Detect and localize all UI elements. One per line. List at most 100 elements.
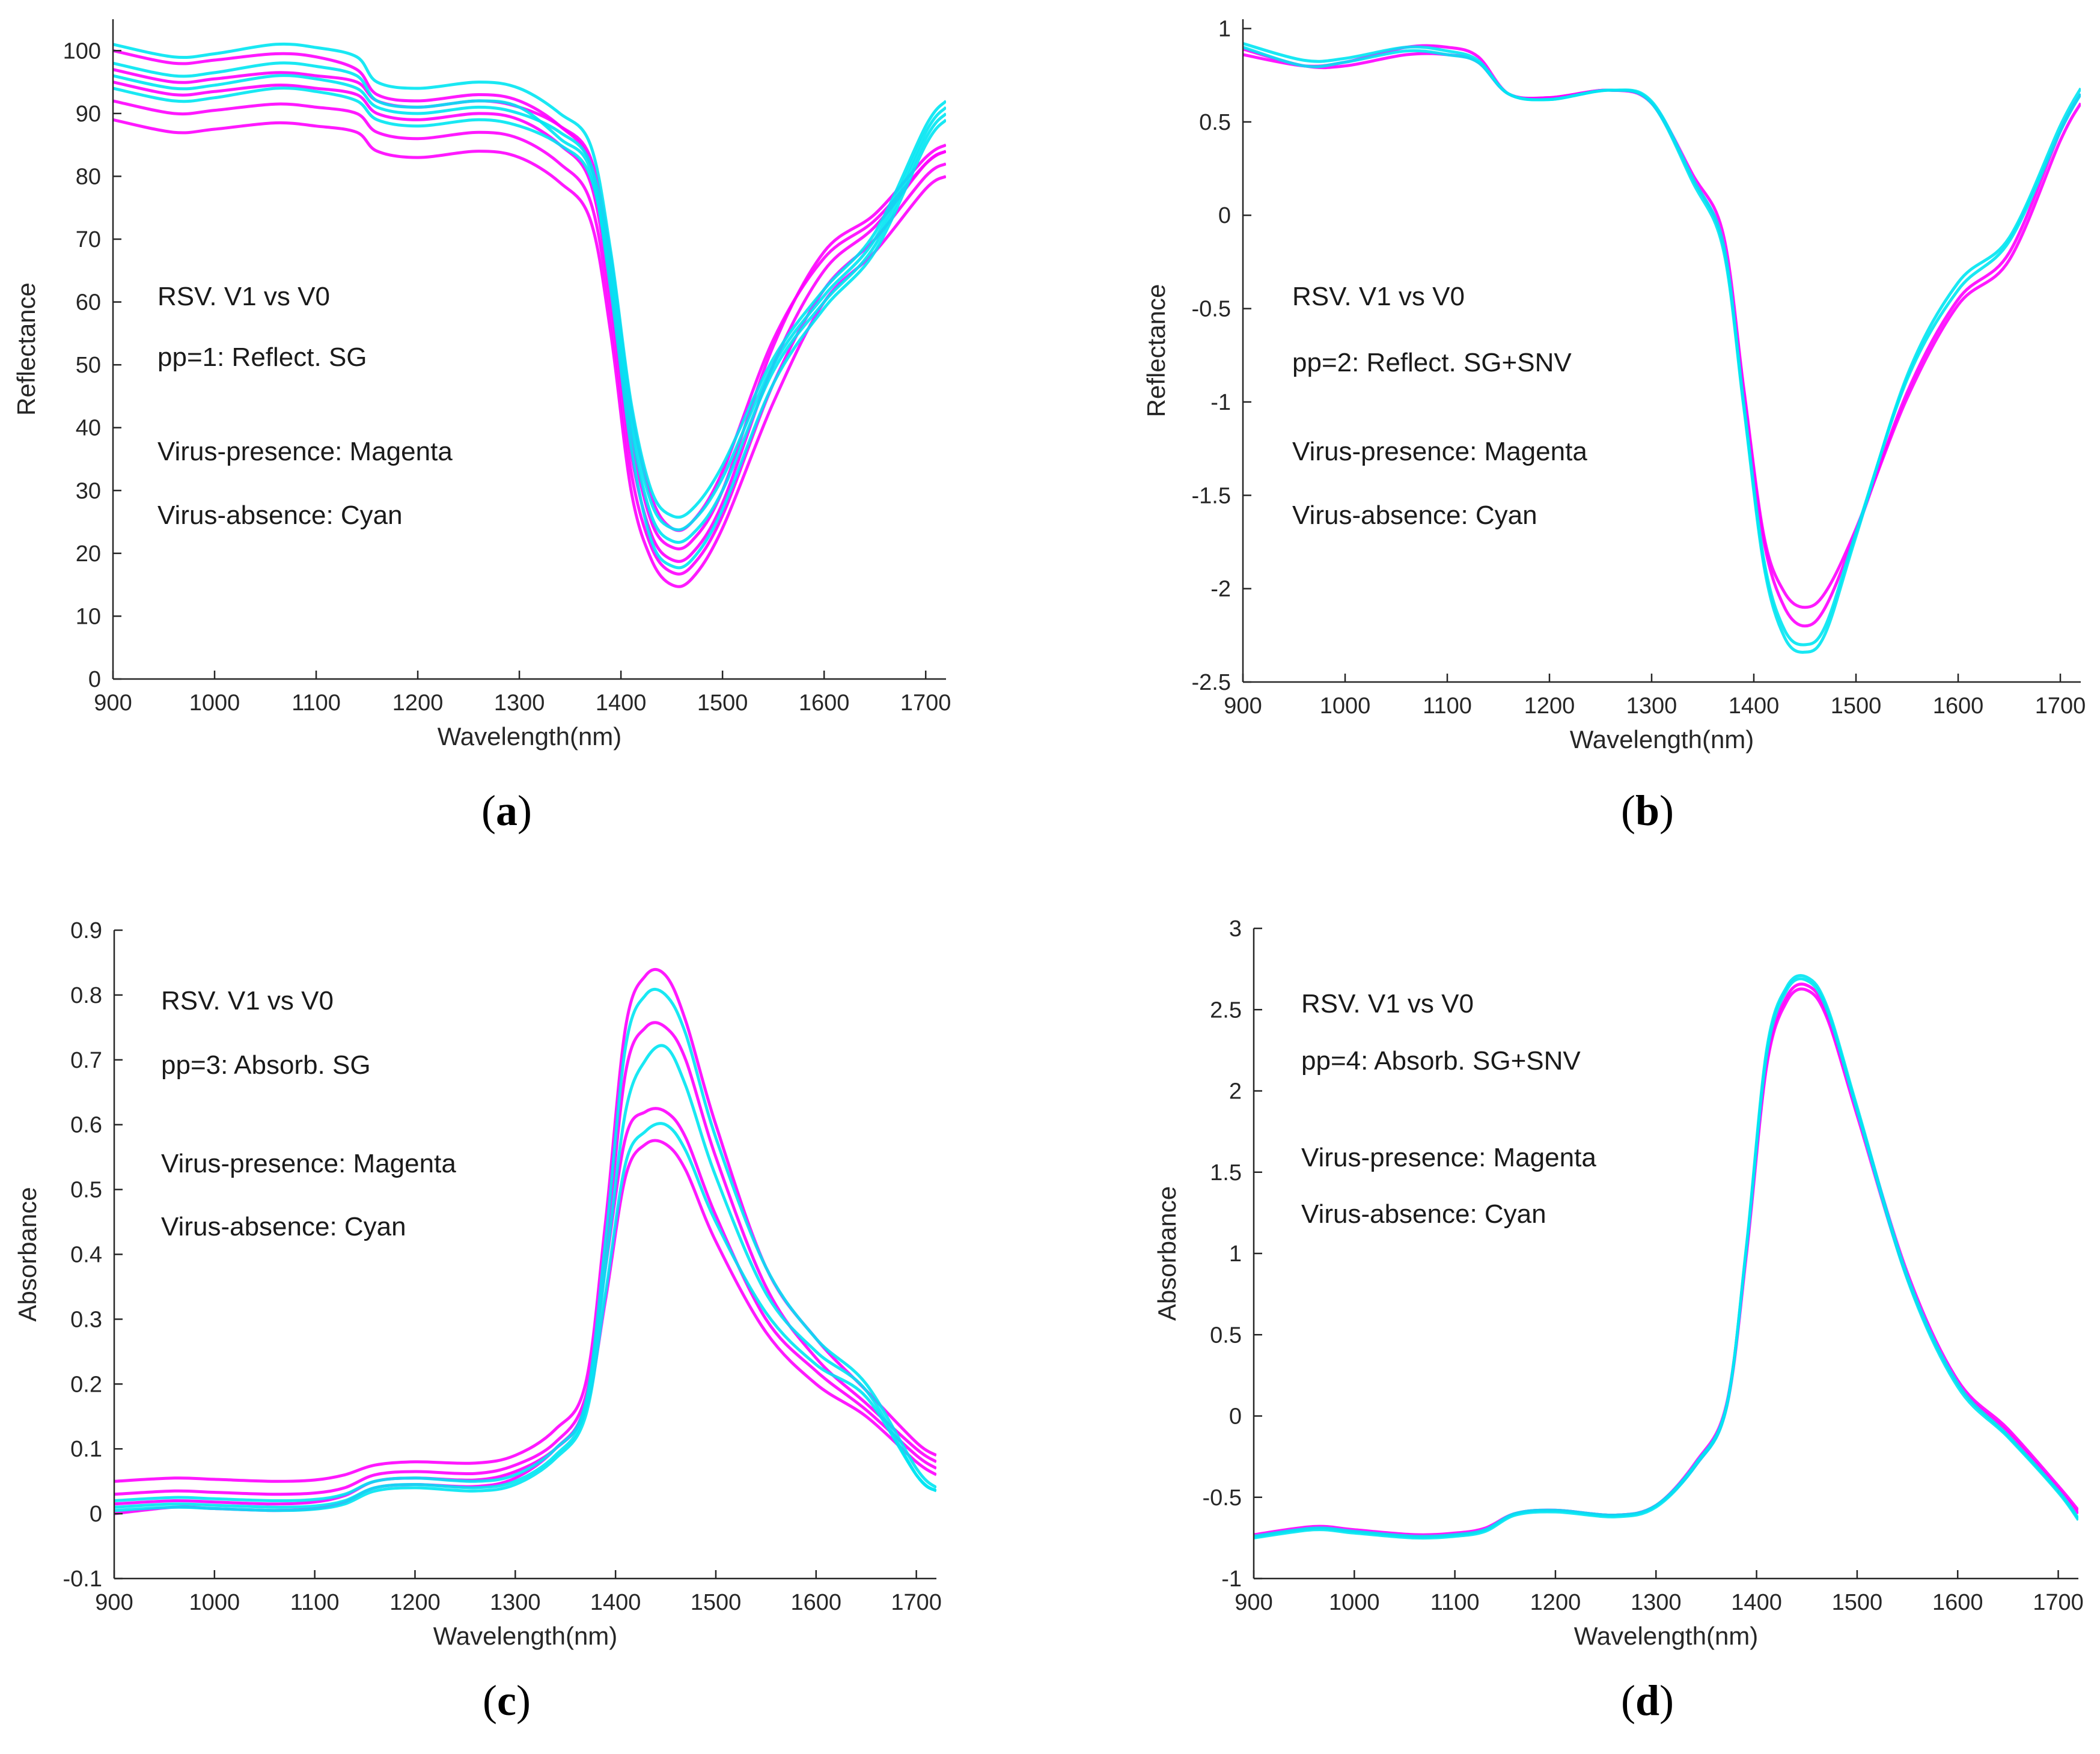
panel-label-letter: a: [496, 787, 517, 835]
x-tick-label: 1300: [1631, 1590, 1682, 1615]
series-line-cyan: [1254, 977, 2078, 1538]
x-tick-label: 1000: [1320, 693, 1371, 719]
x-tick-label: 1100: [1423, 693, 1472, 719]
x-tick-label: 1600: [799, 690, 850, 716]
panel-label-open: (: [1621, 1676, 1635, 1725]
x-axis-label: Wavelength(nm): [438, 722, 622, 751]
y-tick-label: -1: [1210, 390, 1231, 415]
x-tick-label: 1500: [691, 1590, 742, 1615]
y-axis-label: Reflectance: [1142, 284, 1170, 418]
series-group: [114, 967, 936, 1515]
annotation-text: Virus-presence: Magenta: [1301, 1143, 1596, 1172]
chart-panel-a: 900 1000 1100 1200 1300 1400 1500 1600 1700 0 10 20…: [12, 19, 951, 835]
x-tick-label: 1600: [1932, 1590, 1983, 1615]
series-line-cyan: [113, 42, 946, 519]
x-tick-label: 1200: [1524, 693, 1575, 719]
y-tick-label: 0.2: [70, 1372, 102, 1397]
panel-label-close: ): [1659, 1676, 1674, 1725]
series-line-magenta: [113, 118, 946, 588]
y-tick-label: 0: [1218, 203, 1231, 228]
panel-label-letter: d: [1635, 1676, 1659, 1725]
series-group: [1254, 974, 2078, 1540]
y-tick-label: -2.5: [1192, 670, 1231, 695]
x-tick-label: 1700: [891, 1590, 942, 1615]
series-line-magenta: [113, 81, 946, 563]
y-tick-label: 0.9: [70, 918, 102, 943]
annotation-text: pp=4: Absorb. SG+SNV: [1301, 1046, 1581, 1076]
x-tick-label: 900: [95, 1590, 133, 1615]
y-tick-label: 1: [1229, 1241, 1242, 1267]
y-tick-label: 90: [76, 102, 101, 127]
annotation-text: RSV. V1 vs V0: [1292, 282, 1465, 311]
chart-panel-d: 900 1000 1100 1200 1300 1400 1500 1600 1700 -1 -0.…: [1153, 916, 2084, 1725]
series-line-cyan: [114, 987, 936, 1503]
panel-label-letter: b: [1635, 787, 1659, 835]
x-tick-label: 900: [1235, 1590, 1272, 1615]
x-tick-label: 1300: [494, 690, 545, 716]
x-tick-label: 900: [1224, 693, 1262, 719]
y-tick-label: -0.1: [63, 1567, 102, 1592]
y-tick-label: -1: [1221, 1567, 1242, 1592]
y-tick-label: 60: [76, 290, 101, 315]
x-tick-label: 900: [94, 690, 132, 716]
panel-label-open: (: [1621, 787, 1635, 835]
x-tick-label: 1000: [189, 690, 240, 716]
series-line-magenta: [114, 1021, 936, 1515]
y-tick-label: 0.3: [70, 1307, 102, 1332]
x-tick-label: 1200: [389, 1590, 441, 1615]
panel-label-close: ): [1659, 787, 1674, 835]
series-line-cyan: [113, 61, 946, 570]
panel-label-close: ): [516, 1676, 531, 1725]
x-tick-label: 1700: [2033, 1590, 2084, 1615]
y-tick-label: 10: [76, 604, 101, 629]
annotation-text: Virus-absence: Cyan: [1292, 501, 1537, 530]
y-tick-label: 0.7: [70, 1048, 102, 1073]
x-tick-label: 1300: [1626, 693, 1677, 719]
y-tick-label: 2.5: [1210, 997, 1242, 1023]
y-tick-label: 0.6: [70, 1113, 102, 1138]
y-axis-label: Reflectance: [12, 282, 40, 416]
x-tick-label: 1400: [596, 690, 647, 716]
y-tick-label: 0: [1229, 1404, 1242, 1430]
x-tick-label: 1200: [392, 690, 444, 716]
annotation-text: Virus-absence: Cyan: [157, 501, 403, 530]
panel-label: (a): [481, 787, 532, 835]
series-line-cyan: [1243, 41, 2081, 647]
panel-label: (c): [483, 1676, 531, 1725]
annotation-text: pp=1: Reflect. SG: [157, 343, 367, 372]
panel-label-close: ): [517, 787, 532, 835]
x-tick-label: 1500: [697, 690, 748, 716]
annotation-text: Virus-absence: Cyan: [161, 1212, 406, 1241]
panel-label-letter: c: [497, 1676, 516, 1725]
x-tick-label: 1400: [1731, 1590, 1782, 1615]
annotation-text: RSV. V1 vs V0: [1301, 989, 1474, 1019]
panel-label: (b): [1621, 787, 1674, 835]
annotation-text: pp=2: Reflect. SG+SNV: [1292, 348, 1572, 377]
x-axis-label: Wavelength(nm): [1574, 1622, 1759, 1650]
panel-label-open: (: [483, 1676, 497, 1725]
y-tick-label: 100: [63, 38, 101, 64]
series-group: [1243, 41, 2081, 654]
x-tick-label: 1600: [791, 1590, 842, 1615]
annotation-text: Virus-presence: Magenta: [157, 437, 453, 466]
annotation-text: Virus-presence: Magenta: [1292, 437, 1587, 466]
x-tick-label: 1000: [1329, 1590, 1380, 1615]
annotation-text: Virus-presence: Magenta: [161, 1149, 456, 1178]
y-tick-label: 2: [1229, 1079, 1242, 1104]
y-tick-label: 80: [76, 164, 101, 189]
series-line-cyan: [113, 74, 946, 532]
x-tick-label: 1700: [2035, 693, 2086, 719]
y-tick-label: 0.5: [1210, 1323, 1242, 1348]
x-tick-label: 1300: [490, 1590, 541, 1615]
y-tick-label: -0.5: [1203, 1485, 1242, 1511]
series-group: [113, 42, 946, 588]
chart-panel-b: 900 1000 1100 1200 1300 1400 1500 1600 1700 -2.5 -…: [1142, 17, 2086, 835]
y-tick-label: 0.5: [70, 1178, 102, 1203]
annotation-text: pp=3: Absorb. SG: [161, 1050, 371, 1080]
annotation-text: RSV. V1 vs V0: [161, 986, 334, 1016]
y-tick-label: 1.5: [1210, 1160, 1242, 1186]
x-tick-label: 1000: [189, 1590, 240, 1615]
y-tick-label: 30: [76, 478, 101, 504]
panel-label-open: (: [481, 787, 496, 835]
annotation-text: Virus-absence: Cyan: [1301, 1199, 1546, 1229]
